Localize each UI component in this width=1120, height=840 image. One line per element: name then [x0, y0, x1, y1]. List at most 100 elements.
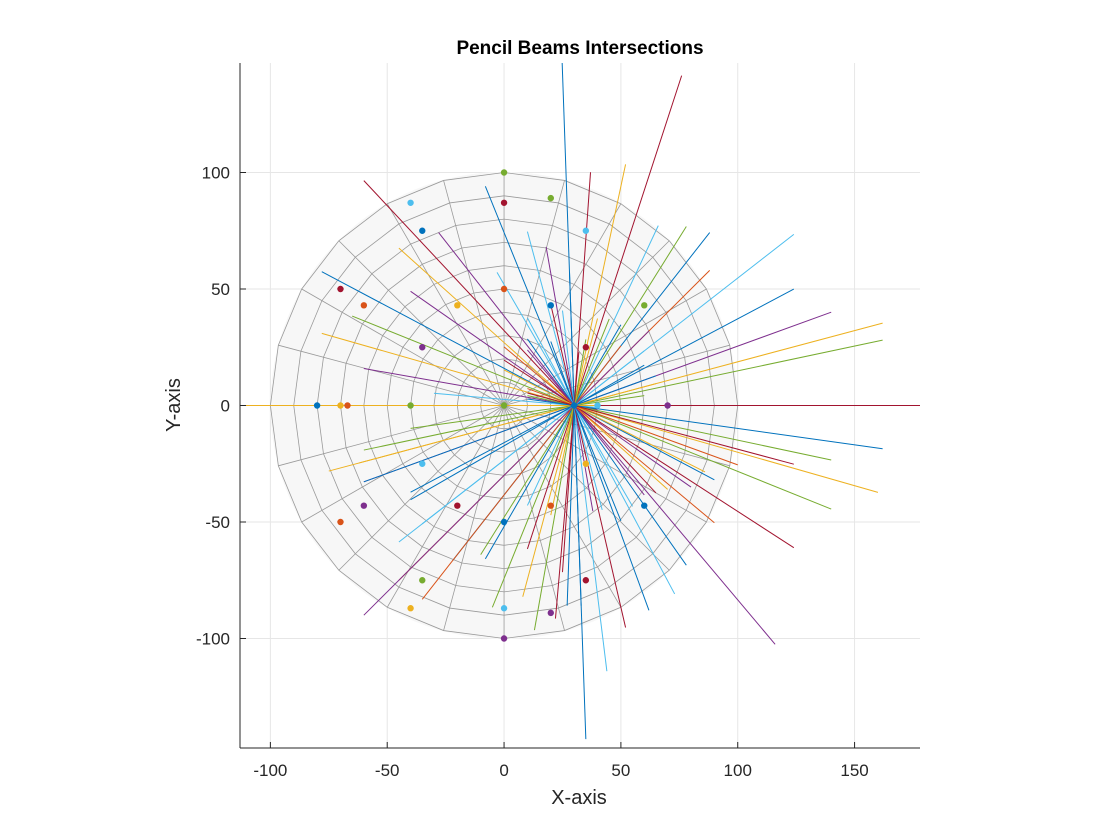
- x-tick-label: 0: [499, 761, 508, 780]
- intersection-marker: [641, 302, 648, 309]
- intersection-marker: [500, 635, 508, 642]
- intersection-marker: [500, 402, 508, 409]
- beam-line: [410, 364, 645, 501]
- intersection-marker: [454, 502, 461, 509]
- y-tick-label: 100: [202, 164, 230, 183]
- beam-line: [496, 272, 634, 507]
- beam-line: [321, 271, 715, 481]
- beam-line: [438, 232, 645, 496]
- intersection-marker: [582, 227, 590, 234]
- beam-line: [566, 405, 575, 606]
- beam-line: [503, 359, 795, 549]
- beam-line: [527, 398, 883, 450]
- intersection-marker: [500, 605, 508, 612]
- intersection-marker: [582, 460, 590, 467]
- intersection-marker: [344, 402, 351, 409]
- axis-ticks: -100 -50 0 50 100 150 -100 -50 0 50 100: [196, 164, 869, 780]
- polar-spoke: [503, 203, 622, 406]
- beam-line: [561, 310, 608, 672]
- beam-line: [533, 339, 587, 631]
- beam-line: [484, 186, 622, 522]
- polar-spoke: [301, 405, 505, 523]
- intersection-marker: [570, 402, 578, 409]
- intersection-markers: [313, 169, 671, 642]
- intersection-marker: [500, 199, 508, 206]
- beam-line: [550, 304, 627, 628]
- beam-line: [503, 369, 706, 473]
- y-tick-label: 50: [211, 280, 230, 299]
- beam-line: [484, 324, 622, 560]
- beam-line: [503, 346, 715, 524]
- intersection-marker: [419, 460, 426, 467]
- beam-line: [554, 352, 580, 619]
- beam-line: [351, 315, 832, 510]
- polar-spoke: [443, 405, 505, 631]
- intersection-marker: [419, 227, 426, 234]
- polar-spoke: [503, 344, 730, 406]
- beam-line: [568, 272, 582, 606]
- beam-line: [522, 318, 599, 597]
- beam-line: [328, 383, 657, 472]
- x-axis-label: X-axis: [551, 787, 607, 809]
- intersection-marker: [337, 518, 344, 526]
- polar-spoke: [301, 288, 505, 406]
- intersection-marker: [419, 577, 426, 584]
- beam-line: [410, 288, 795, 493]
- intersection-marker: [547, 302, 554, 309]
- intersection-marker: [594, 402, 601, 409]
- intersection-marker: [547, 609, 554, 617]
- intersection-marker: [407, 402, 414, 409]
- intersection-marker: [407, 199, 414, 206]
- beam-line: [410, 395, 645, 429]
- beam-line: [550, 341, 650, 611]
- y-tick-label: -50: [205, 513, 230, 532]
- y-tick-label: -100: [196, 629, 230, 648]
- intersection-marker: [582, 577, 590, 584]
- y-axis-label: Y-axis: [163, 378, 185, 432]
- beam-line: [527, 349, 776, 645]
- beam-line: [410, 290, 692, 488]
- beam-line: [545, 246, 594, 512]
- beam-line: [363, 330, 650, 616]
- intersection-marker: [500, 285, 508, 293]
- polar-spoke: [278, 344, 505, 406]
- intersection-marker: [313, 402, 321, 409]
- x-tick-label: 150: [840, 761, 868, 780]
- beam-line: [550, 164, 627, 516]
- beam-lines: [240, 63, 920, 740]
- beam-line: [363, 180, 657, 494]
- intersection-marker: [360, 302, 368, 309]
- beam-line: [421, 345, 622, 600]
- x-tick-label: -100: [253, 761, 287, 780]
- polar-spoke: [503, 180, 565, 406]
- intersection-marker: [641, 502, 648, 509]
- beam-line: [527, 388, 738, 466]
- chart-title: Pencil Beams Intersections: [456, 38, 703, 59]
- beam-line: [526, 231, 603, 510]
- beam-line: [526, 75, 683, 550]
- polar-spoke: [503, 405, 565, 631]
- x-tick-label: -50: [375, 761, 400, 780]
- beam-line: [363, 339, 883, 451]
- intersection-marker: [407, 605, 414, 612]
- polar-spoke: [503, 405, 670, 571]
- beam-line: [398, 247, 668, 490]
- beam-line: [526, 225, 659, 506]
- beam-line: [363, 375, 657, 483]
- intersection-marker: [500, 518, 508, 526]
- intersection-marker: [454, 302, 461, 309]
- polar-spoke: [503, 405, 622, 608]
- x-tick-label: 100: [724, 761, 752, 780]
- polar-spoke: [386, 203, 505, 406]
- intersection-marker: [360, 502, 368, 509]
- intersection-marker: [582, 344, 590, 351]
- beam-line: [527, 338, 687, 566]
- beam-line: [398, 350, 645, 543]
- beam-line: [491, 318, 610, 608]
- polar-spoke: [443, 180, 505, 406]
- beam-line: [561, 172, 592, 573]
- beam-line: [526, 317, 676, 595]
- intersection-marker: [547, 502, 554, 509]
- intersection-marker: [547, 194, 554, 202]
